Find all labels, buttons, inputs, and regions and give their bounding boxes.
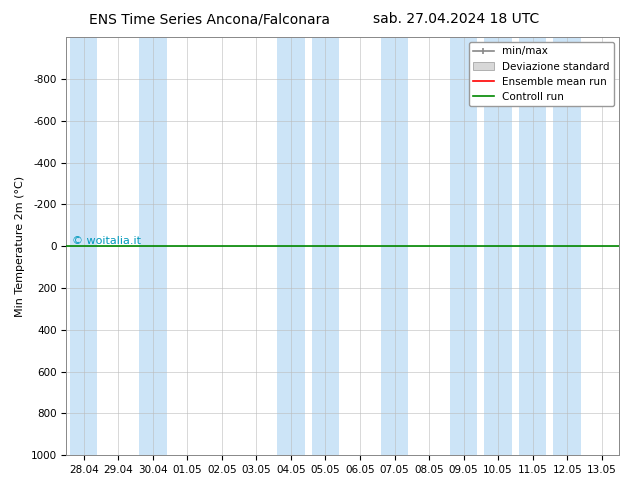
- Bar: [139, 37, 167, 455]
- Bar: [484, 37, 512, 455]
- Bar: [70, 37, 98, 455]
- Bar: [70, 37, 98, 455]
- Text: ENS Time Series Ancona/Falconara: ENS Time Series Ancona/Falconara: [89, 12, 330, 26]
- Bar: [312, 37, 339, 455]
- Bar: [277, 37, 305, 455]
- Text: sab. 27.04.2024 18 UTC: sab. 27.04.2024 18 UTC: [373, 12, 540, 26]
- Bar: [380, 37, 408, 455]
- Bar: [312, 37, 339, 455]
- Legend: min/max, Deviazione standard, Ensemble mean run, Controll run: min/max, Deviazione standard, Ensemble m…: [469, 42, 614, 106]
- Bar: [553, 37, 581, 455]
- Bar: [519, 37, 547, 455]
- Bar: [450, 37, 477, 455]
- Text: © woitalia.it: © woitalia.it: [72, 236, 141, 246]
- Y-axis label: Min Temperature 2m (°C): Min Temperature 2m (°C): [15, 175, 25, 317]
- Bar: [139, 37, 167, 455]
